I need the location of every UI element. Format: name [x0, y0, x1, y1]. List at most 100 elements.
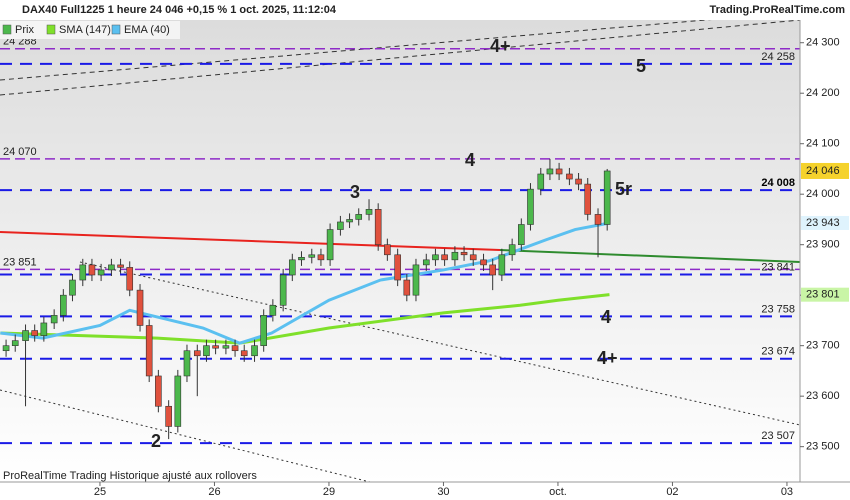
level-label: 23 758: [761, 303, 795, 315]
level-label: 23 507: [761, 430, 795, 442]
candle-body: [584, 183, 592, 215]
candle-body: [231, 345, 239, 352]
candle-body: [537, 173, 545, 190]
candle-body: [326, 229, 334, 261]
candle-body: [69, 279, 76, 296]
y-tick-label: 23 700: [806, 340, 840, 352]
legend-swatch: [46, 24, 56, 35]
candle-body: [422, 259, 430, 266]
candle-body: [518, 224, 525, 245]
legend: Prix SMA (147) EMA (40): [0, 21, 180, 39]
candle-body: [203, 345, 210, 357]
legend-box: [0, 21, 180, 39]
candle-body: [575, 178, 582, 185]
footer: ProRealTime Trading Historique ajusté au…: [3, 470, 257, 482]
candle-body: [269, 304, 277, 316]
candle-body: [403, 279, 411, 296]
candle-body: [374, 209, 382, 245]
candle-body: [145, 325, 153, 377]
level-label: 23 674: [761, 346, 795, 358]
candle-body: [527, 188, 534, 225]
candle-body: [212, 345, 219, 349]
y-tick-label: 24 200: [806, 87, 840, 99]
candle-body: [308, 254, 316, 258]
wave-label: 5r: [615, 179, 632, 199]
legend-swatch: [2, 24, 12, 35]
drawings: [0, 20, 800, 482]
wave-label: 4+: [597, 348, 618, 368]
candle-body: [508, 244, 516, 256]
candle-body: [566, 173, 573, 180]
chart-title: DAX40 Full1225 1 heure 24 046 +0,15 % 1 …: [22, 4, 337, 16]
candle-body: [174, 375, 182, 427]
level-label: 23 851: [3, 256, 37, 268]
candle-body: [40, 322, 48, 336]
y-tick-label: 23 600: [806, 390, 840, 402]
wave-label: 4+: [490, 36, 511, 56]
x-tick-label: 29: [323, 486, 335, 498]
plot-area: [0, 20, 800, 482]
price-tag-label: 23 801: [806, 289, 840, 301]
wave-label: 2: [151, 431, 161, 451]
candle-body: [222, 345, 230, 349]
x-tick-label: 25: [94, 486, 106, 498]
wave-label: 4: [601, 307, 611, 327]
y-tick-label: 23 900: [806, 239, 840, 251]
price-tag: [801, 215, 849, 230]
candle-body: [489, 264, 496, 276]
x-tick-label: 26: [208, 486, 220, 498]
candle-body: [365, 209, 373, 215]
wave-label: 4: [465, 150, 475, 170]
level-label: 23 841: [761, 261, 795, 273]
candle-body: [251, 345, 258, 357]
candle-body: [460, 251, 468, 256]
indicators: [0, 221, 610, 345]
legend-label: SMA (147): [59, 24, 111, 36]
level-label: 24 008: [761, 177, 795, 189]
candle-body: [183, 350, 191, 377]
candle-body: [355, 214, 363, 220]
candle-body: [289, 259, 296, 276]
candle-body: [136, 289, 144, 326]
candle-body: [594, 214, 602, 225]
candle-body: [555, 168, 563, 175]
legend-swatch: [111, 24, 121, 35]
source: Trading.ProRealTime.com: [709, 4, 845, 16]
trend-line: [0, 20, 712, 81]
candle-body: [11, 340, 19, 346]
trend-line: [0, 231, 501, 251]
y-tick-label: 24 100: [806, 138, 840, 150]
candle-body: [394, 254, 401, 281]
y-tick-label: 23 500: [806, 441, 840, 453]
candle-body: [298, 257, 305, 261]
candle-body: [337, 221, 344, 230]
candle-body: [2, 345, 10, 352]
legend-label: EMA (40): [124, 24, 170, 36]
legend-label: Prix: [15, 24, 34, 36]
candle-body: [50, 315, 58, 324]
x-tick-label: 30: [437, 486, 449, 498]
candle-body: [384, 244, 391, 256]
candle-body: [603, 170, 611, 225]
candle-body: [155, 375, 162, 407]
candles: [2, 158, 611, 440]
candle-body: [88, 264, 96, 276]
trend-line: [499, 249, 800, 263]
candle-body: [451, 251, 459, 261]
candle-body: [412, 264, 420, 296]
candle-body: [480, 259, 487, 266]
y-tick-label: 24 300: [806, 37, 840, 49]
trend-line: [0, 389, 371, 482]
candle-body: [260, 315, 267, 346]
wave-label: 5: [636, 56, 646, 76]
candle-body: [126, 267, 134, 291]
candle-body: [441, 254, 448, 261]
x-tick-label: 03: [781, 486, 793, 498]
candle-body: [317, 254, 325, 261]
candle-body: [60, 294, 67, 316]
candle-body: [346, 219, 353, 223]
level-label: 24 070: [3, 146, 37, 158]
x-tick-label: 02: [666, 486, 678, 498]
candle-body: [31, 330, 38, 336]
